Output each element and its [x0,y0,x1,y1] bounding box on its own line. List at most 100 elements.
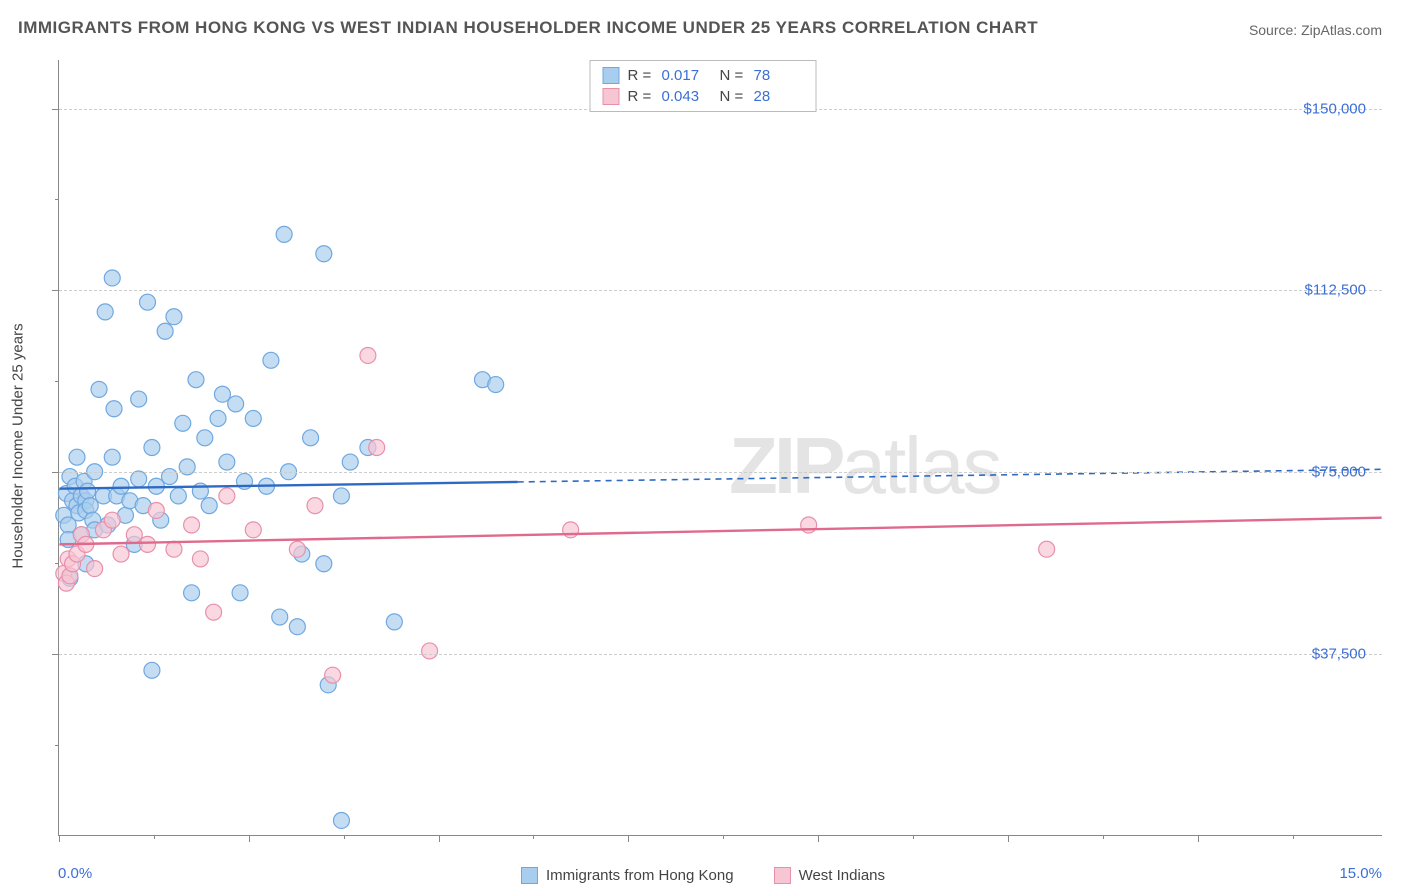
scatter-point-wi [87,561,103,577]
scatter-point-wi [325,667,341,683]
y-tick-minor-mark [55,199,59,200]
scatter-point-hk [232,585,248,601]
scatter-point-wi [192,551,208,567]
scatter-point-hk [245,410,261,426]
x-tick-mark [1198,835,1199,842]
y-tick-mark [52,109,59,110]
scatter-point-hk [106,401,122,417]
scatter-point-hk [488,377,504,393]
y-tick-label: $150,000 [1303,100,1366,117]
scatter-point-wi [563,522,579,538]
legend-swatch-wi [774,867,791,884]
x-tick-minor-mark [723,835,724,839]
scatter-point-hk [342,454,358,470]
scatter-point-hk [184,585,200,601]
legend-r-label: R = [628,67,654,84]
top-legend: R = 0.017 N = 78 R = 0.043 N = 28 [590,60,817,112]
scatter-point-wi [1039,541,1055,557]
scatter-point-wi [360,347,376,363]
legend-n-value: 78 [754,67,804,84]
scatter-point-hk [157,323,173,339]
trend-line-dashed-hk [518,469,1382,482]
source-label: Source: ZipAtlas.com [1249,22,1382,38]
y-tick-mark [52,654,59,655]
scatter-point-hk [80,483,96,499]
bottom-legend-item-hk: Immigrants from Hong Kong [521,867,734,884]
legend-series-name: West Indians [799,867,885,884]
scatter-point-hk [386,614,402,630]
legend-r-value: 0.017 [662,67,712,84]
scatter-point-hk [289,619,305,635]
x-tick-mark [59,835,60,842]
scatter-point-hk [219,454,235,470]
y-tick-minor-mark [55,563,59,564]
scatter-point-hk [69,449,85,465]
y-tick-minor-mark [55,381,59,382]
y-tick-label: $37,500 [1312,646,1366,663]
scatter-point-wi [140,536,156,552]
scatter-point-wi [166,541,182,557]
scatter-point-hk [228,396,244,412]
scatter-point-hk [131,471,147,487]
scatter-point-hk [104,449,120,465]
top-legend-row-hk: R = 0.017 N = 78 [603,65,804,86]
scatter-point-hk [175,415,191,431]
legend-n-label: N = [720,67,746,84]
plot-area: ZIPatlas $37,500$75,000$112,500$150,000 [58,60,1382,836]
y-tick-mark [52,290,59,291]
scatter-point-hk [333,812,349,828]
scatter-point-hk [197,430,213,446]
scatter-point-wi [422,643,438,659]
legend-n-value: 28 [754,88,804,105]
scatter-point-hk [263,352,279,368]
scatter-point-hk [214,386,230,402]
scatter-point-hk [333,488,349,504]
legend-n-label: N = [720,88,746,105]
x-tick-mark [628,835,629,842]
x-axis-max-label: 15.0% [1339,865,1382,882]
gridline [59,290,1382,291]
scatter-point-wi [801,517,817,533]
x-tick-minor-mark [913,835,914,839]
x-tick-minor-mark [1293,835,1294,839]
scatter-point-wi [104,512,120,528]
x-tick-mark [249,835,250,842]
scatter-point-wi [219,488,235,504]
scatter-point-hk [201,498,217,514]
scatter-point-wi [113,546,129,562]
scatter-point-wi [184,517,200,533]
y-tick-mark [52,472,59,473]
x-tick-mark [439,835,440,842]
scatter-point-hk [276,226,292,242]
scatter-point-hk [316,556,332,572]
scatter-point-hk [144,662,160,678]
x-tick-mark [818,835,819,842]
legend-r-label: R = [628,88,654,105]
scatter-point-hk [166,309,182,325]
scatter-point-wi [307,498,323,514]
scatter-point-hk [91,381,107,397]
gridline [59,472,1382,473]
scatter-point-hk [170,488,186,504]
bottom-legend: Immigrants from Hong Kong West Indians [521,867,885,884]
y-tick-minor-mark [55,745,59,746]
chart-title: IMMIGRANTS FROM HONG KONG VS WEST INDIAN… [18,18,1038,38]
legend-r-value: 0.043 [662,88,712,105]
scatter-point-hk [303,430,319,446]
x-tick-mark [1008,835,1009,842]
y-tick-label: $112,500 [1305,282,1366,299]
scatter-point-hk [144,440,160,456]
x-tick-minor-mark [533,835,534,839]
scatter-point-hk [162,469,178,485]
legend-series-name: Immigrants from Hong Kong [546,867,734,884]
y-axis-label: Householder Income Under 25 years [10,323,27,568]
x-axis-min-label: 0.0% [58,865,92,882]
bottom-legend-item-wi: West Indians [774,867,885,884]
scatter-point-hk [82,498,98,514]
legend-swatch-hk [521,867,538,884]
x-tick-minor-mark [344,835,345,839]
scatter-point-wi [126,527,142,543]
legend-swatch-wi [603,88,620,105]
x-tick-minor-mark [154,835,155,839]
scatter-point-wi [148,502,164,518]
